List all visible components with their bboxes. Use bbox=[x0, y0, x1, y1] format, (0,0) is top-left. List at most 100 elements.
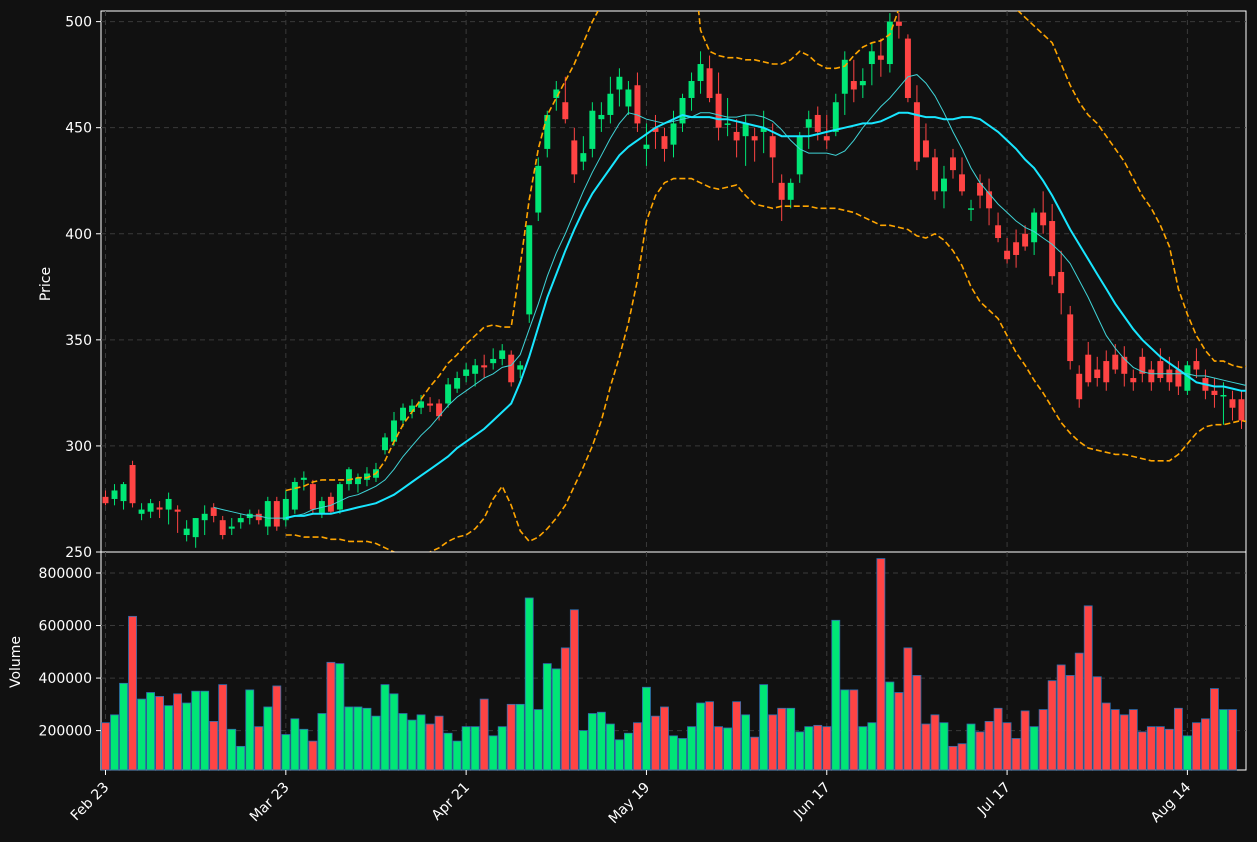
candle-body bbox=[508, 354, 515, 383]
candle-body bbox=[913, 102, 920, 162]
slow-moving-average-line bbox=[285, 111, 1246, 520]
candle-body bbox=[1094, 369, 1101, 379]
candle-body bbox=[986, 191, 993, 209]
price-y-tick-label: 450 bbox=[65, 121, 92, 137]
candle-body bbox=[886, 21, 893, 65]
candle-body bbox=[291, 481, 298, 510]
candle-body bbox=[174, 509, 181, 512]
candle-body bbox=[1040, 212, 1047, 226]
candle-body bbox=[183, 528, 190, 536]
volume-bar bbox=[885, 681, 895, 771]
candle-body bbox=[273, 501, 280, 527]
volume-bar bbox=[813, 724, 823, 771]
volume-bar bbox=[1002, 722, 1012, 771]
volume-bar bbox=[894, 692, 904, 771]
candle-body bbox=[1112, 354, 1119, 370]
candle-body bbox=[995, 225, 1002, 239]
candle-body bbox=[228, 526, 235, 529]
candle-body bbox=[950, 157, 956, 171]
volume-bar bbox=[1056, 664, 1066, 771]
candle-body bbox=[553, 89, 560, 98]
volume-bar bbox=[416, 714, 426, 771]
candle-body bbox=[724, 123, 731, 125]
volume-bar bbox=[1219, 709, 1228, 771]
volume-y-tick-label: 800000 bbox=[39, 566, 92, 582]
candle-body bbox=[968, 208, 974, 210]
candle-body bbox=[634, 85, 641, 124]
candle-body bbox=[481, 365, 488, 368]
candle-body bbox=[922, 140, 929, 158]
volume-bar bbox=[614, 739, 624, 771]
bollinger-band-line bbox=[285, 11, 1246, 492]
volume-bar bbox=[1074, 652, 1084, 771]
candle-body bbox=[156, 507, 163, 510]
volume-bar bbox=[624, 732, 633, 771]
candle-body bbox=[237, 518, 244, 523]
candle-body bbox=[1121, 356, 1128, 374]
volume-bar bbox=[398, 713, 408, 771]
candle-body bbox=[463, 369, 470, 376]
candle-body bbox=[255, 513, 262, 521]
candle-body bbox=[1022, 233, 1029, 247]
volume-bar bbox=[452, 740, 462, 771]
candle-body bbox=[282, 498, 289, 521]
volume-bar bbox=[651, 715, 660, 771]
candle-body bbox=[382, 437, 388, 451]
volume-bar bbox=[272, 685, 282, 771]
candle-body bbox=[1031, 212, 1038, 243]
volume-bar bbox=[461, 726, 471, 771]
volume-bar bbox=[587, 713, 597, 771]
volume-bar bbox=[669, 735, 678, 771]
volume-bar bbox=[795, 731, 805, 771]
volume-bar bbox=[1119, 714, 1129, 771]
volume-bar bbox=[155, 696, 165, 771]
volume-bar bbox=[470, 726, 480, 771]
fast-moving-average-line bbox=[213, 74, 1246, 519]
volume-bar bbox=[173, 693, 183, 771]
candle-body bbox=[652, 127, 659, 132]
candle-body bbox=[697, 64, 704, 82]
candle-body bbox=[589, 110, 596, 149]
candle-body bbox=[363, 473, 370, 480]
volume-bar bbox=[948, 745, 958, 771]
volume-bar bbox=[1101, 702, 1111, 771]
volume-bar bbox=[290, 718, 300, 771]
candle-body bbox=[454, 378, 461, 389]
volume-bar bbox=[1201, 718, 1210, 771]
candles bbox=[102, 11, 1246, 552]
volume-bar bbox=[245, 689, 255, 771]
volume-bar bbox=[1047, 680, 1057, 771]
candle-body bbox=[1103, 361, 1110, 383]
volume-bar bbox=[1020, 710, 1030, 771]
candle-body bbox=[715, 93, 722, 128]
volume-bar bbox=[371, 715, 381, 771]
volume-bar bbox=[759, 684, 769, 771]
candle-body bbox=[841, 59, 848, 94]
candle-body bbox=[436, 403, 443, 417]
volume-bar bbox=[299, 728, 309, 771]
candle-body bbox=[1058, 271, 1065, 294]
volume-bar bbox=[254, 726, 264, 771]
volume-bar bbox=[687, 726, 696, 771]
volume-bar bbox=[164, 705, 174, 771]
candle-body bbox=[201, 513, 208, 521]
candle-body bbox=[1193, 361, 1200, 370]
candle-body bbox=[940, 178, 947, 192]
volume-bar bbox=[1192, 722, 1201, 771]
volume-bar bbox=[578, 730, 588, 771]
volume-bar bbox=[1164, 728, 1174, 771]
volume-bar bbox=[831, 619, 841, 771]
volume-bar bbox=[1038, 709, 1048, 771]
candle-body bbox=[490, 358, 497, 364]
candle-body bbox=[309, 484, 316, 510]
volume-bar bbox=[380, 684, 390, 771]
candle-body bbox=[120, 484, 127, 502]
volume-bar bbox=[1029, 726, 1039, 771]
price-y-tick-label: 250 bbox=[65, 545, 92, 561]
candle-body bbox=[129, 465, 136, 504]
candle-body bbox=[1130, 378, 1137, 383]
candle-body bbox=[1220, 395, 1227, 397]
volume-bar bbox=[515, 703, 525, 771]
candle-body bbox=[391, 420, 397, 442]
